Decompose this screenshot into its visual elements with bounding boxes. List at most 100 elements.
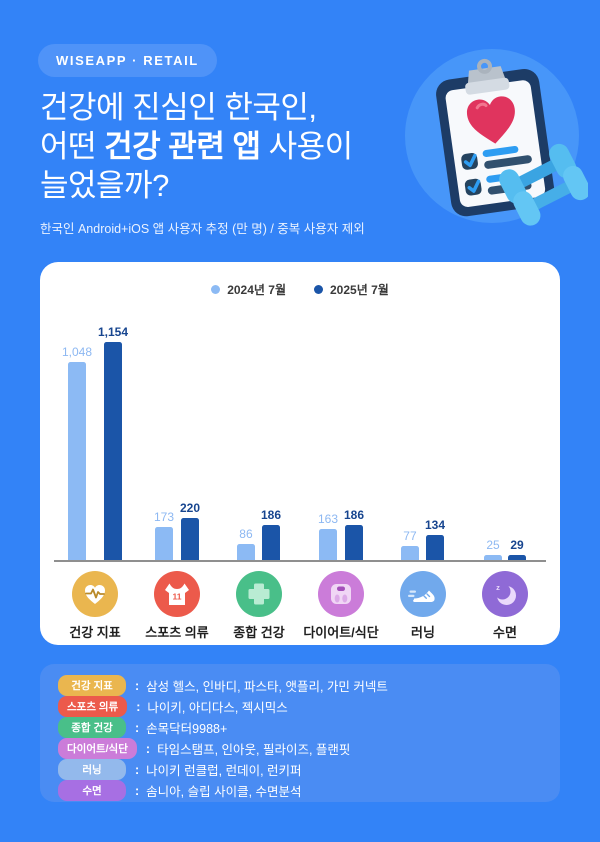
clipboard-dumbbell-icon [405,49,591,226]
app-names: 나이키 런클럽, 런데이, 런키퍼 [146,764,302,778]
bar-column: 77 [400,528,419,560]
bar-column: 1,154 [98,325,128,560]
bar-2025년 7월 [426,534,444,560]
bar-value-label: 77 [403,528,417,543]
bar-group: 173 220 [136,501,218,560]
legend-dot-2024 [211,285,221,294]
category-pill: 스포츠 의류 [58,696,128,717]
app-names: 삼성 헬스, 인바디, 파스타, 앳플리, 가민 커넥트 [146,680,388,694]
colon: : [135,762,140,777]
bar-value-label: 29 [510,537,524,552]
svg-text:z: z [496,583,500,592]
bar-group: 86 186 [218,508,300,560]
app-names: 손목닥터9988+ [146,722,228,736]
title-line2-post: 사용이 [260,129,354,164]
medical-cross-icon [236,571,282,617]
bar-chart: 1,048 1,154 173 220 86 186 163 186 77 134 25 29 [54,322,546,560]
app-names: 타임스탬프, 인아웃, 필라이즈, 플랜핏 [157,743,351,757]
bar-value-label: 1,048 [61,345,92,359]
app-names: 솜니아, 슬립 사이클, 수면분석 [146,785,302,799]
app-legend-row: 수면 : 솜니아, 슬립 사이클, 수면분석 [58,780,542,801]
running-shoe-icon [400,571,446,617]
colon: : [135,720,140,735]
legend-label-2025: 2025년 7월 [330,283,389,297]
category-running: 러닝 [382,571,464,641]
bar-column: 173 [154,510,174,560]
bar-value-label: 1,154 [98,325,129,339]
bar-2024년 7월 [236,543,255,560]
title-line3: 늘었을까? [40,168,169,203]
category-diet: 다이어트/식단 [300,571,382,641]
bar-group: 77 134 [382,518,464,560]
category-health-metrics: 건강 지표 [54,571,136,641]
category-pill: 다이어트/식단 [58,738,137,759]
title-line1: 건강에 진심인 한국인, [40,90,317,125]
bar-column: 220 [180,501,200,560]
category-label: 다이어트/식단 [303,625,379,640]
app-legend-row: 종합 건강 : 손목닥터9988+ [58,717,542,738]
title-line2-pre: 어떤 [40,129,105,164]
bar-column: 134 [425,518,445,560]
bar-value-label: 186 [260,507,282,522]
bar-value-label: 173 [153,510,174,525]
heart-pulse-icon [72,571,118,617]
bar-2024년 7월 [318,529,337,560]
category-general-health: 종합 건강 [218,571,300,641]
bar-value-label: 186 [344,507,365,522]
app-list-card: 건강 지표 : 삼성 헬스, 인바디, 파스타, 앳플리, 가민 커넥트 스포츠… [40,664,560,802]
sleep-moon-icon: z [482,571,528,617]
page-title: 건강에 진심인 한국인, 어떤 건강 관련 앱 사용이 늘었을까? [40,88,353,205]
bar-group: 25 29 [464,537,546,560]
bar-column: 25 [484,538,502,560]
bar-2025년 7월 [508,554,526,560]
app-legend-row: 스포츠 의류 : 나이키, 아디다스, 젝시믹스 [58,696,542,717]
chart-legend: 2024년 7월 2025년 7월 [40,262,560,298]
weight-scale-icon [318,571,364,617]
app-names: 나이키, 아디다스, 젝시믹스 [147,701,288,715]
dumbbell-icon [513,165,591,226]
bar-2024년 7월 [154,527,173,560]
bar-column: 1,048 [62,345,92,560]
legend-item-2024: 2024년 7월 [211,281,286,298]
category-label: 건강 지표 [69,625,121,640]
category-label: 종합 건강 [233,625,285,640]
legend-item-2025: 2025년 7월 [314,281,389,298]
bar-group: 1,048 1,154 [54,325,136,560]
title-line2-bold: 건강 관련 앱 [104,129,261,164]
category-pill: 수면 [58,780,126,801]
category-pill: 러닝 [58,759,126,780]
category-pill: 건강 지표 [58,675,126,696]
bar-group: 163 186 [300,508,382,560]
category-label: 수면 [493,625,517,640]
colon: : [136,699,141,714]
bar-column: 186 [261,508,281,560]
bar-value-label: 86 [239,526,253,541]
bar-value-label: 25 [486,538,500,553]
svg-text:11: 11 [173,592,182,602]
chart-card: 2024년 7월 2025년 7월 1,048 1,154 173 220 86 186 1… [40,262,560,645]
bar-2025년 7월 [345,524,364,560]
bar-column: 86 [236,526,255,560]
category-label: 스포츠 의류 [145,625,209,640]
bar-2025년 7월 [181,518,200,560]
legend-dot-2025 [314,285,323,294]
bar-column: 29 [508,537,526,560]
colon: : [145,741,151,756]
health-clipboard-illustration [396,38,591,230]
bar-2024년 7월 [400,545,419,560]
bar-2024년 7월 [484,555,502,560]
bar-2024년 7월 [67,362,86,560]
app-legend-row: 다이어트/식단 : 타임스탬프, 인아웃, 필라이즈, 플랜핏 [58,738,542,759]
colon: : [135,783,140,798]
category-sports-apparel: 11 스포츠 의류 [136,571,218,641]
app-legend-row: 러닝 : 나이키 런클럽, 런데이, 런키퍼 [58,759,542,780]
brand-badge: WISEAPP · RETAIL [38,44,217,77]
app-legend-row: 건강 지표 : 삼성 헬스, 인바디, 파스타, 앳플리, 가민 커넥트 [58,675,542,696]
bar-column: 186 [344,508,364,560]
category-row: 건강 지표 11 스포츠 의류 종합 건강 [54,571,546,641]
category-label: 러닝 [411,625,435,640]
category-pill: 종합 건강 [58,717,126,738]
subtitle: 한국인 Android+iOS 앱 사용자 추정 (만 명) / 중복 사용자 … [40,222,365,236]
colon: : [135,678,140,693]
